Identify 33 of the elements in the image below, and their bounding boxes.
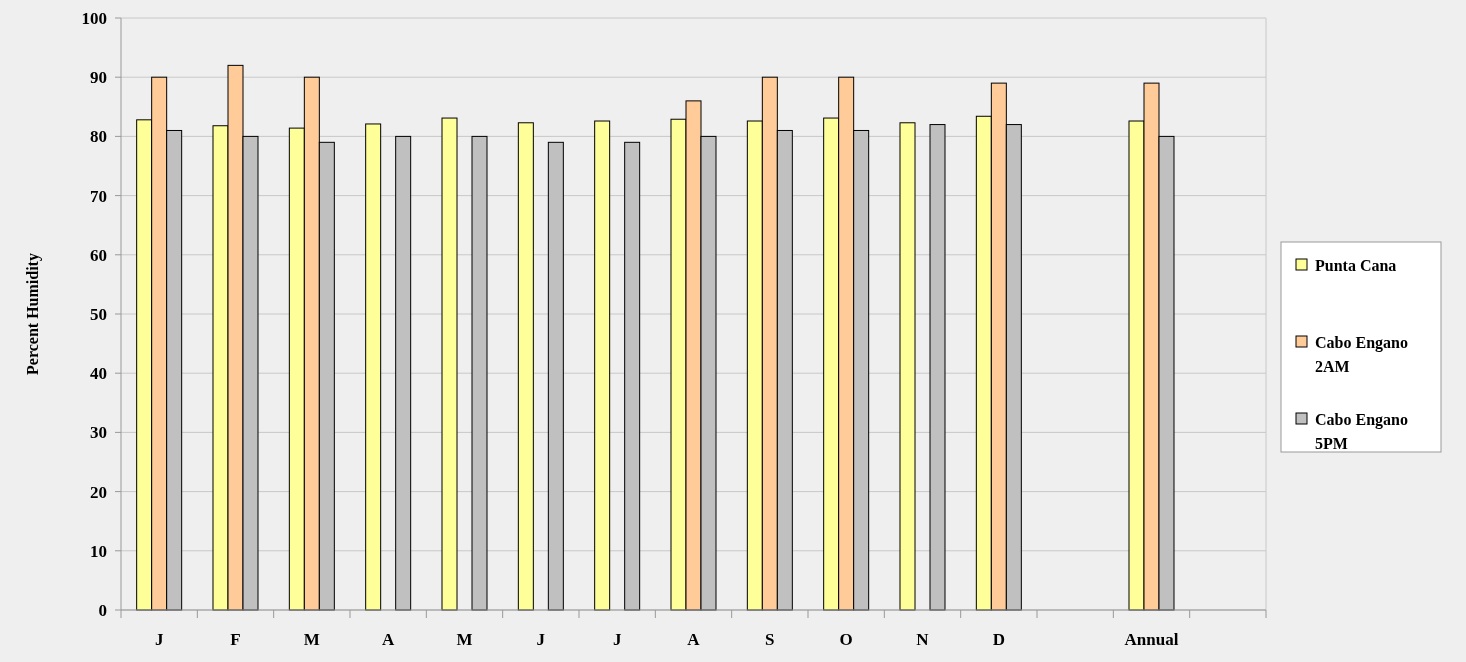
bar [365,123,382,611]
y-tick-label: 60 [90,245,107,265]
x-tick-label: O [839,630,853,649]
y-tick-label: 70 [90,186,107,206]
legend-label: Cabo Engano 2AM [1315,333,1408,375]
x-tick-label: J [154,630,164,649]
y-tick-label: 10 [90,541,107,561]
y-tick-label: 0 [98,600,107,620]
legend-label: Punta Cana [1315,256,1397,274]
x-tick-label: M [456,630,473,649]
bar [899,122,916,611]
x-tick-label: J [612,630,622,649]
x-tick-label: M [303,630,320,649]
y-axis-title: Percent Humidity [24,253,42,375]
bar [441,117,458,611]
y-tick-label: 20 [90,482,107,502]
x-tick-label: A [687,630,701,649]
x-tick-label: S [765,630,775,649]
x-tick-label: N [916,630,930,649]
y-tick-label: 90 [90,68,107,88]
x-tick-label: J [536,630,546,649]
y-tick-label: 40 [90,364,107,384]
x-tick-label: D [992,630,1005,649]
x-tick-label: A [382,630,396,649]
y-tick-label: 50 [90,304,107,324]
bar [517,122,534,611]
x-tick-label: F [230,630,241,649]
y-tick-label: 100 [81,8,107,28]
x-tick-label: Annual [1124,630,1179,649]
bar [594,120,611,611]
y-tick-label: 30 [90,423,107,443]
legend-label: Cabo Engano 5PM [1315,410,1408,452]
y-tick-label: 80 [90,127,107,147]
